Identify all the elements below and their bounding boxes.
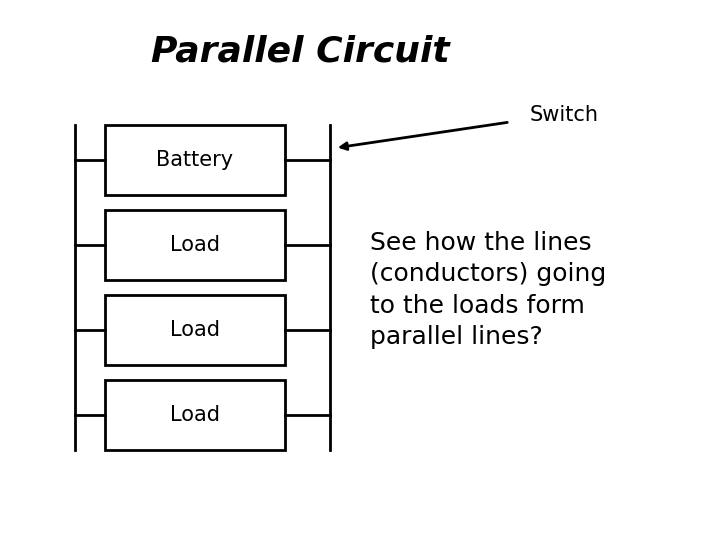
Bar (105, 125, 285, 195)
Text: Switch: Switch (530, 105, 599, 125)
Bar (105, 295, 285, 365)
Text: Load: Load (170, 320, 220, 340)
Text: Load: Load (170, 235, 220, 255)
Bar (105, 380, 285, 450)
Bar (105, 210, 285, 280)
Text: Parallel Circuit: Parallel Circuit (150, 35, 449, 69)
Text: Battery: Battery (156, 150, 233, 170)
Text: Load: Load (170, 405, 220, 425)
Text: See how the lines
(conductors) going
to the loads form
parallel lines?: See how the lines (conductors) going to … (370, 231, 606, 349)
